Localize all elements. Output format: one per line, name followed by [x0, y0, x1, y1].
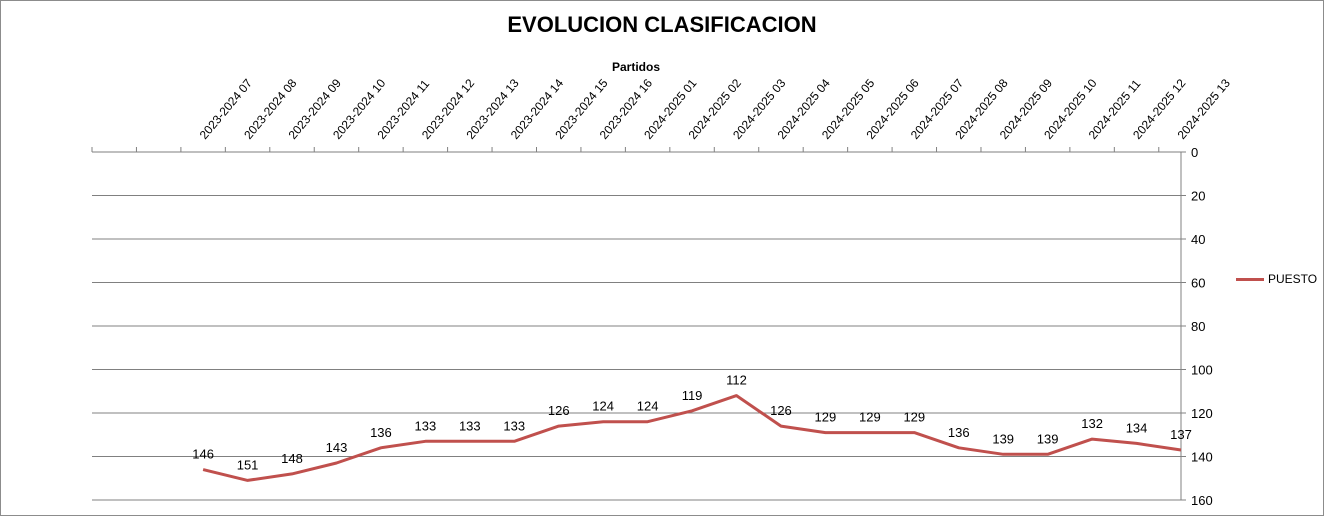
y-tick-label: 140	[1191, 450, 1213, 465]
y-tick-label: 60	[1191, 276, 1205, 291]
y-tick-label: 40	[1191, 232, 1205, 247]
y-tick-label: 0	[1191, 145, 1198, 160]
legend-label-puesto: PUESTO	[1268, 272, 1318, 286]
data-label: 124	[637, 399, 659, 414]
data-label: 126	[770, 403, 792, 418]
data-label: 126	[548, 403, 570, 418]
data-label: 129	[815, 410, 837, 425]
legend: PUESTO	[1236, 272, 1317, 286]
data-label: 124	[592, 399, 614, 414]
x-axis-title: Partidos	[611, 60, 660, 74]
data-label: 129	[903, 410, 925, 425]
data-label: 133	[503, 418, 525, 433]
data-label: 134	[1126, 420, 1148, 435]
data-label: 133	[459, 418, 481, 433]
data-label: 137	[1170, 427, 1192, 442]
data-label: 136	[370, 425, 392, 440]
data-label: 119	[682, 388, 703, 403]
y-tick-label: 120	[1191, 406, 1213, 421]
data-label: 151	[237, 457, 259, 472]
data-label: 136	[948, 425, 970, 440]
y-tick-label: 100	[1191, 363, 1213, 378]
y-tick-label: 160	[1191, 493, 1213, 508]
chart-title: EVOLUCION CLASIFICACION	[507, 12, 817, 37]
data-label: 146	[192, 447, 214, 462]
data-label: 132	[1081, 416, 1103, 431]
data-label: 129	[859, 410, 881, 425]
data-label: 139	[1037, 431, 1059, 446]
y-tick-label: 20	[1191, 189, 1205, 204]
y-tick-label: 80	[1191, 319, 1205, 334]
data-label: 139	[992, 431, 1014, 446]
series-line-puesto	[202, 394, 1182, 482]
data-label: 143	[326, 440, 348, 455]
data-label: 148	[281, 451, 303, 466]
legend-swatch-puesto	[1236, 277, 1264, 281]
data-label: 133	[415, 418, 437, 433]
data-label: 112	[726, 373, 747, 388]
